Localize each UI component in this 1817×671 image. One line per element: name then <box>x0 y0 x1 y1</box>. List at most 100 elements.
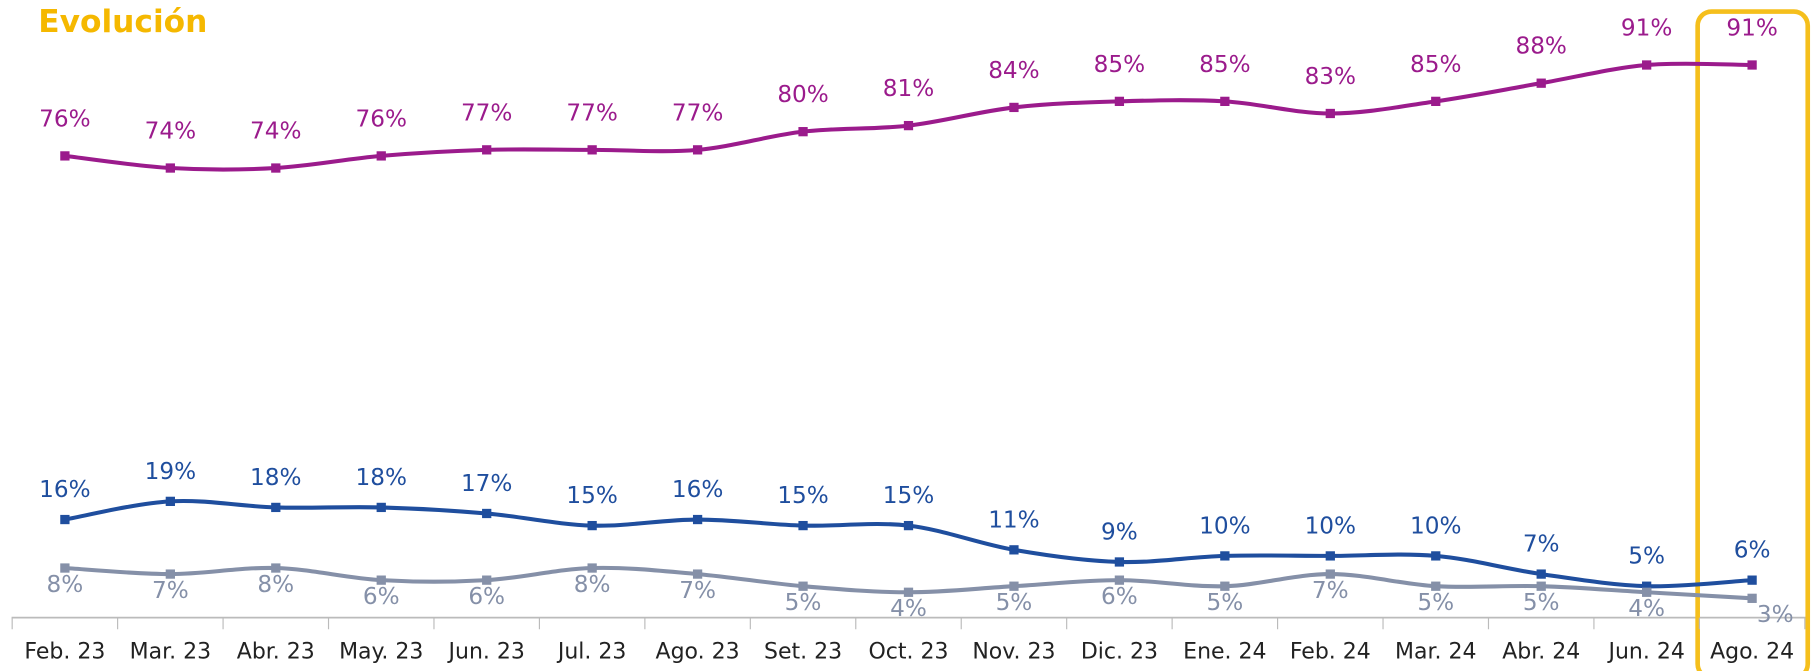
data-label: 77% <box>461 99 512 126</box>
point <box>1325 108 1335 119</box>
point <box>1536 569 1546 579</box>
point <box>1220 581 1230 591</box>
chart-title: Evolución <box>38 4 207 40</box>
point <box>271 563 281 573</box>
data-label: 88% <box>1515 33 1566 60</box>
x-tick-label: Feb. 24 <box>1290 639 1371 664</box>
data-label: 6% <box>468 583 505 610</box>
data-label: 5% <box>785 589 822 616</box>
data-label: 7% <box>1312 577 1349 604</box>
point <box>1536 581 1546 591</box>
data-label: 17% <box>461 470 512 497</box>
point <box>1325 569 1335 579</box>
point <box>271 163 281 173</box>
data-label: 9% <box>1101 518 1138 545</box>
data-label: 5% <box>1523 589 1560 616</box>
point <box>903 520 914 531</box>
point <box>165 163 175 173</box>
data-label: 18% <box>250 464 301 491</box>
data-label: 7% <box>679 577 716 604</box>
data-label: 16% <box>672 476 723 503</box>
x-tick-label: Abr. 23 <box>237 639 315 664</box>
point <box>165 569 175 579</box>
x-tick-label: Jul. 23 <box>556 639 627 664</box>
x-tick-label: Mar. 23 <box>130 639 211 664</box>
data-label: 8% <box>257 571 294 598</box>
point <box>376 151 386 161</box>
point <box>1220 96 1230 106</box>
data-label: 83% <box>1305 63 1356 90</box>
data-label: 76% <box>356 105 407 132</box>
point <box>1642 581 1652 591</box>
data-label: 16% <box>39 476 90 503</box>
point <box>798 520 808 531</box>
data-label: 4% <box>1628 595 1665 622</box>
x-tick-label: May. 23 <box>339 639 423 664</box>
point <box>1747 575 1757 585</box>
point <box>587 145 597 155</box>
data-label: 81% <box>883 75 934 102</box>
point <box>1642 60 1652 70</box>
x-tick-label: Mar. 24 <box>1395 639 1476 664</box>
point <box>165 496 175 506</box>
data-label: 5% <box>1206 589 1243 616</box>
point <box>1114 96 1125 106</box>
point <box>692 569 703 579</box>
data-label: 10% <box>1305 512 1356 539</box>
data-label: 6% <box>363 583 400 610</box>
point <box>1009 102 1019 113</box>
point <box>1747 593 1757 603</box>
x-tick-label: Feb. 23 <box>24 639 105 664</box>
data-label: 91% <box>1726 15 1777 42</box>
point <box>1431 581 1441 591</box>
data-label: 91% <box>1621 15 1672 42</box>
point <box>798 581 808 591</box>
point <box>1431 96 1441 106</box>
data-label: 19% <box>145 458 196 485</box>
point <box>482 575 492 585</box>
point <box>1642 587 1652 597</box>
data-label: 6% <box>1734 537 1771 564</box>
data-label: 84% <box>988 57 1039 84</box>
point <box>60 563 70 573</box>
data-label: 5% <box>996 589 1033 616</box>
x-tick-label: Abr. 24 <box>1502 639 1580 664</box>
point <box>587 563 597 573</box>
data-label: 5% <box>1417 589 1454 616</box>
data-label: 6% <box>1101 583 1138 610</box>
point <box>1220 551 1230 561</box>
point <box>271 502 281 513</box>
data-label: 8% <box>47 571 84 598</box>
data-label: 10% <box>1199 512 1250 539</box>
data-label: 74% <box>250 118 301 145</box>
x-tick-label: Ago. 23 <box>656 639 740 664</box>
x-tick-label: Ago. 24 <box>1710 639 1794 664</box>
x-tick-label: Oct. 23 <box>868 639 948 664</box>
data-label: 74% <box>145 118 196 145</box>
data-label: 77% <box>566 99 617 126</box>
data-label: 15% <box>883 482 934 509</box>
x-tick-label: Ene. 24 <box>1183 639 1266 664</box>
data-label: 7% <box>152 577 189 604</box>
data-label: 85% <box>1094 51 1145 78</box>
point <box>60 151 70 161</box>
point <box>482 508 492 519</box>
x-tick-label: Nov. 23 <box>972 639 1055 664</box>
point <box>482 145 492 155</box>
data-label: 76% <box>39 105 90 132</box>
point <box>798 127 808 137</box>
data-label: 80% <box>777 81 828 108</box>
point <box>376 575 386 585</box>
point <box>60 514 70 525</box>
x-tick-label: Set. 23 <box>764 639 842 664</box>
point <box>587 520 597 531</box>
highlight-box <box>1695 9 1811 671</box>
point <box>376 502 386 513</box>
point <box>1536 78 1546 88</box>
data-label: 3% <box>1757 601 1794 628</box>
data-label: 11% <box>988 506 1039 533</box>
data-label: 8% <box>574 571 611 598</box>
point <box>692 145 703 155</box>
point <box>692 514 703 525</box>
